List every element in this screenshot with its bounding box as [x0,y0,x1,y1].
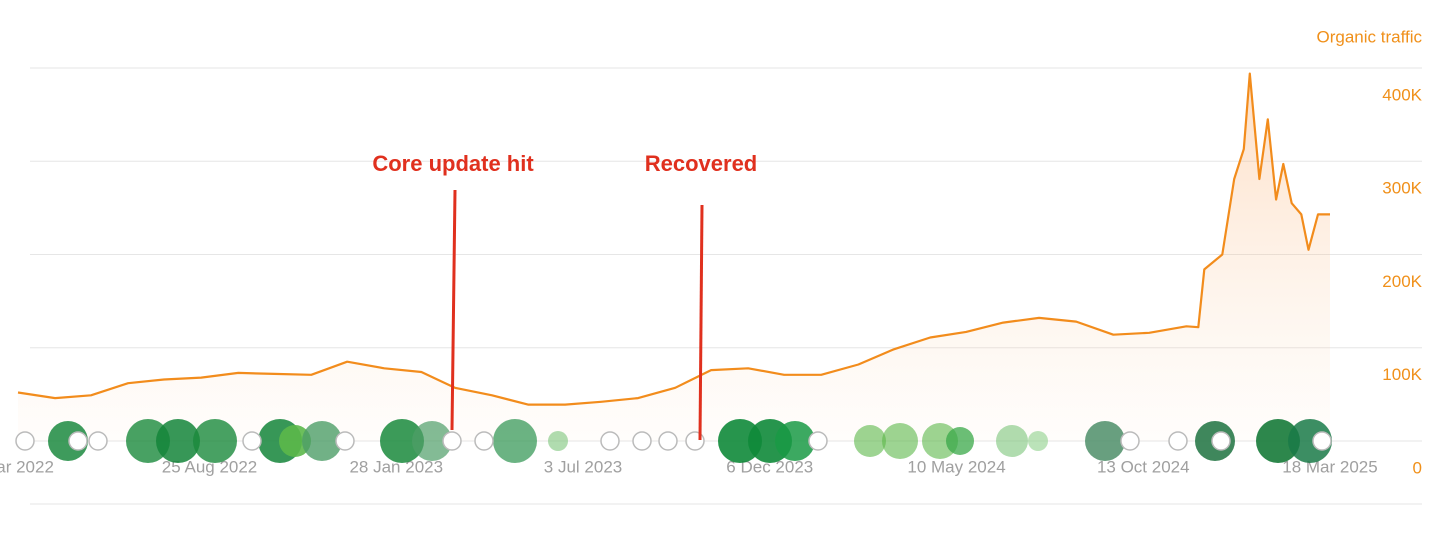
y-tick-label: 400K [1382,85,1422,104]
x-tick-label: Mar 2022 [0,457,54,476]
x-tick-label: 28 Jan 2023 [349,457,443,476]
annotation: Core update hit [372,151,534,176]
x-tick-label: 6 Dec 2023 [726,457,813,476]
y-tick-label: 200K [1382,272,1422,291]
event-markers [48,419,1332,463]
plot-area: 0 100K 200K 300K 400K Mar 2022 25 Aug 2022 28 J… [0,67,1423,477]
axis-title: Organic traffic [1316,27,1422,46]
y-tick-label: 100K [1382,365,1422,384]
y-tick-label: 300K [1382,179,1422,198]
area [18,73,1330,441]
annotation: Recovered [645,151,758,176]
x-tick-label: 10 May 2024 [907,457,1005,476]
line [17,72,1330,406]
x-tick-label: 18 Mar 2025 [1282,457,1377,476]
source-icons [15,431,1332,451]
x-tick-label: 25 Aug 2022 [162,457,257,476]
y-tick-label: 0 [1413,458,1422,477]
annotation-line [450,189,457,431]
annotation-line [698,204,704,441]
x-tick-label: 13 Oct 2024 [1097,457,1190,476]
x-tick-label: 3 Jul 2023 [544,457,622,476]
